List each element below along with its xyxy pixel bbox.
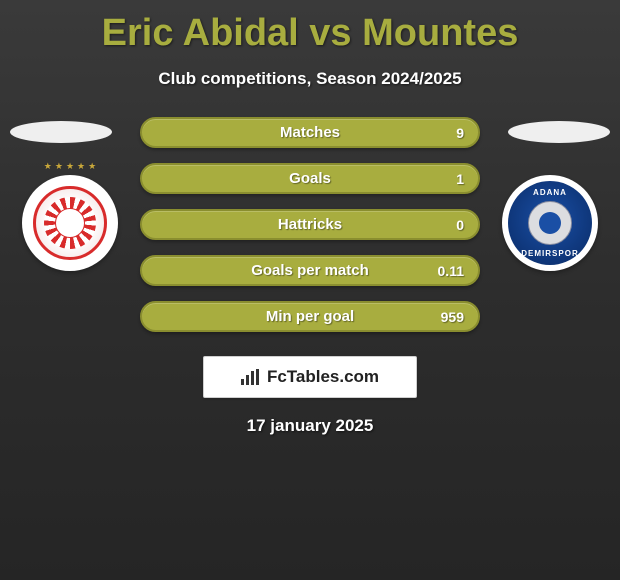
branding-box: FcTables.com	[203, 356, 417, 398]
left-team-badge: ★★★★★	[22, 175, 118, 271]
stat-label: Goals per match	[251, 262, 369, 279]
comparison-content: ★★★★★ ADANA DEMIRSPOR Matches 9 Goals 1 …	[0, 117, 620, 436]
stat-value: 959	[441, 309, 464, 325]
stat-bar: Matches 9	[140, 117, 480, 148]
badge-text-bottom: DEMIRSPOR	[521, 249, 578, 258]
right-ellipse-bg	[508, 121, 610, 143]
stat-bar: Hattricks 0	[140, 209, 480, 240]
stat-value: 9	[456, 125, 464, 141]
branding-text: FcTables.com	[267, 367, 379, 387]
stat-bar: Goals 1	[140, 163, 480, 194]
stat-label: Hattricks	[278, 216, 342, 233]
stat-label: Matches	[280, 124, 340, 141]
stat-label: Min per goal	[266, 308, 354, 325]
stat-bar: Min per goal 959	[140, 301, 480, 332]
left-ellipse-bg	[10, 121, 112, 143]
badge-text-top: ADANA	[533, 188, 567, 197]
page-title: Eric Abidal vs Mountes	[0, 0, 620, 55]
bar-chart-icon	[241, 369, 261, 385]
stat-value: 1	[456, 171, 464, 187]
stat-bar: Goals per match 0.11	[140, 255, 480, 286]
stat-value: 0	[456, 217, 464, 233]
stat-label: Goals	[289, 170, 331, 187]
right-team-badge: ADANA DEMIRSPOR	[502, 175, 598, 271]
stat-bars: Matches 9 Goals 1 Hattricks 0 Goals per …	[140, 117, 480, 332]
subtitle: Club competitions, Season 2024/2025	[0, 69, 620, 89]
stat-value: 0.11	[438, 263, 464, 279]
date-text: 17 january 2025	[0, 416, 620, 436]
